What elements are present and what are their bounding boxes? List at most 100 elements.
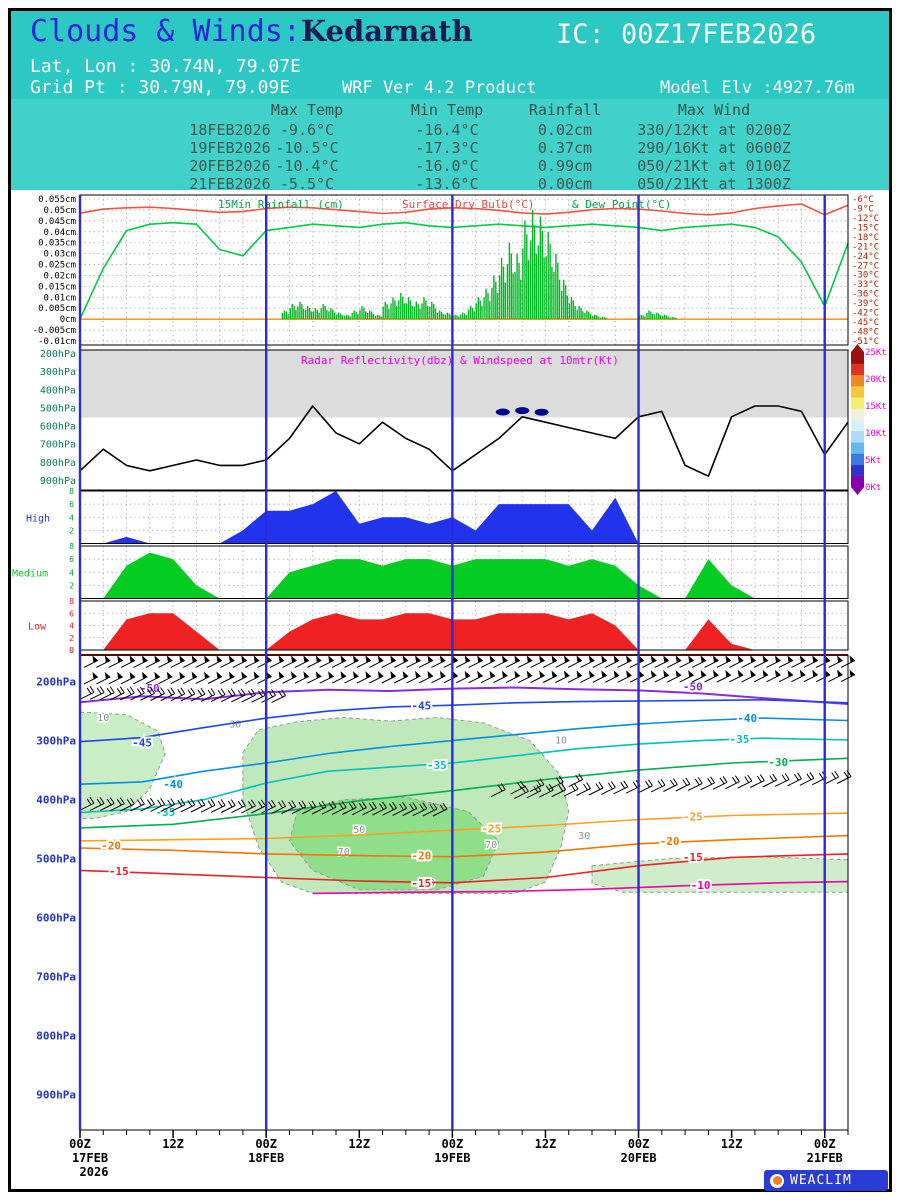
svg-text:-15°C: -15°C — [852, 223, 879, 233]
svg-text:-51°C: -51°C — [852, 337, 879, 347]
svg-text:-12°C: -12°C — [852, 214, 879, 224]
svg-text:-9°C: -9°C — [852, 204, 874, 214]
summary-cell: 0.99cm — [537, 157, 593, 175]
svg-text:-15: -15 — [109, 865, 129, 878]
temp-contour--50 — [79, 686, 849, 705]
svg-text:200hPa: 200hPa — [40, 349, 76, 360]
svg-text:-30: -30 — [768, 756, 788, 769]
windspeed-line — [79, 405, 849, 478]
time-axis: 00Z 12Z 00Z 12Z 00Z 12Z 00Z 12Z 00Z17FEB 18FEB 19F… — [69, 195, 849, 1179]
rain-bars — [281, 209, 677, 320]
svg-text:20FEB: 20FEB — [620, 1151, 656, 1165]
svg-text:0.03cm: 0.03cm — [43, 250, 76, 260]
model-elev-line: Model Elv :4927.76m — [660, 78, 855, 98]
weaclim-logo-icon — [770, 1173, 784, 1188]
svg-text:Surface Dry Bulb(°C): Surface Dry Bulb(°C) — [402, 198, 534, 211]
svg-text:-50: -50 — [683, 680, 703, 693]
svg-text:12Z: 12Z — [721, 1137, 743, 1151]
summary-cell: 050/21Kt at 0100Z — [637, 157, 791, 175]
svg-text:-25: -25 — [683, 811, 703, 824]
svg-text:-24°C: -24°C — [852, 252, 879, 262]
svg-text:70: 70 — [485, 840, 497, 851]
panel-clouds: High 8 6 4 2 Medium 8 6 4 2 Low 8 6 4 2 0 — [12, 487, 849, 655]
weaclim-logo: WEACLIM — [764, 1170, 888, 1191]
svg-text:12Z: 12Z — [162, 1137, 184, 1151]
svg-text:12Z: 12Z — [348, 1137, 370, 1151]
summary-cell: 20FEB2026 — [189, 157, 271, 175]
summary-cell: -16.0°C — [415, 157, 479, 175]
svg-text:900hPa: 900hPa — [36, 1089, 76, 1102]
svg-text:800hPa: 800hPa — [36, 1030, 76, 1043]
svg-text:-15: -15 — [683, 851, 703, 864]
weaclim-logo-text: WEACLIM — [790, 1173, 852, 1188]
svg-text:600hPa: 600hPa — [36, 912, 76, 925]
svg-text:0.055cm: 0.055cm — [38, 195, 76, 205]
summary-col-header: Min Temp — [410, 101, 484, 119]
svg-text:10: 10 — [97, 713, 109, 724]
dew-point-line — [79, 221, 849, 320]
svg-text:0.015cm: 0.015cm — [38, 282, 76, 292]
cloud-area-low — [80, 613, 848, 650]
svg-text:00Z: 00Z — [814, 1137, 836, 1151]
dry-bulb-line — [79, 203, 849, 216]
svg-text:70: 70 — [338, 847, 350, 858]
svg-text:700hPa: 700hPa — [40, 440, 76, 451]
svg-text:Radar Reflectivity(dbz) & Wind: Radar Reflectivity(dbz) & Windspeed at 1… — [301, 354, 619, 367]
svg-text:-40: -40 — [163, 778, 183, 791]
cloud-area-medium — [80, 552, 848, 599]
summary-cell: 0.00cm — [537, 175, 593, 193]
svg-text:600hPa: 600hPa — [40, 422, 76, 433]
panel-rain-temp: 0.055cm0.05cm0.045cm0.04cm0.035cm0.03cm0… — [33, 194, 879, 347]
svg-text:Low: Low — [28, 622, 47, 633]
svg-text:00Z: 00Z — [69, 1137, 91, 1151]
svg-text:30: 30 — [229, 720, 241, 731]
page-title: Clouds & Winds: — [30, 14, 301, 49]
summary-band — [11, 99, 889, 190]
svg-text:21FEB: 21FEB — [807, 1151, 843, 1165]
svg-text:High: High — [26, 513, 50, 524]
temp-contour--10 — [312, 880, 849, 895]
svg-text:8: 8 — [69, 487, 74, 496]
station-name: Kedarnath — [300, 14, 473, 48]
summary-col-header: Max Wind — [677, 101, 751, 119]
svg-text:0.025cm: 0.025cm — [38, 261, 76, 271]
svg-text:6: 6 — [69, 500, 74, 509]
forecast-summary-table: Max Temp Min Temp Rainfall Max Wind 18FEB202… — [0, 0, 900, 200]
svg-text:0.05cm: 0.05cm — [43, 206, 76, 216]
init-condition-time: IC: 00Z17FEB2026 — [556, 19, 817, 50]
summary-cell: -16.4°C — [415, 121, 479, 139]
summary-cell: -10.5°C — [275, 139, 339, 157]
panel-radar-wind: 200hPa 300hPa 400hPa 500hPa 600hPa 700hPa 800h… — [40, 344, 887, 495]
svg-text:300hPa: 300hPa — [40, 367, 76, 378]
svg-text:20Kt: 20Kt — [865, 375, 887, 385]
svg-text:-20: -20 — [411, 850, 431, 863]
summary-cell: 050/21Kt at 1300Z — [637, 175, 791, 193]
summary-cell: -5.5°C — [279, 175, 335, 193]
summary-cell: -13.6°C — [415, 175, 479, 193]
summary-cell: 330/12Kt at 0200Z — [637, 121, 791, 139]
svg-text:00Z: 00Z — [255, 1137, 277, 1151]
svg-text:0.02cm: 0.02cm — [43, 271, 76, 281]
svg-text:90: 90 — [423, 878, 435, 889]
svg-text:0.005cm: 0.005cm — [38, 304, 76, 314]
svg-text:30: 30 — [578, 831, 590, 842]
svg-text:19FEB: 19FEB — [434, 1151, 470, 1165]
svg-text:10: 10 — [555, 736, 567, 747]
svg-text:Medium: Medium — [12, 568, 48, 579]
svg-text:-48°C: -48°C — [852, 328, 879, 338]
svg-text:8: 8 — [69, 597, 74, 606]
svg-text:-10: -10 — [691, 879, 711, 892]
gridpt-line: Grid Pt : 30.79N, 79.09E — [30, 77, 291, 98]
svg-text:2: 2 — [69, 634, 74, 643]
svg-text:4: 4 — [69, 568, 74, 577]
svg-text:2026: 2026 — [80, 1165, 109, 1179]
svg-text:& Dew Point(°C): & Dew Point(°C) — [572, 198, 671, 211]
svg-text:-35: -35 — [729, 733, 749, 746]
svg-text:-35: -35 — [155, 806, 175, 819]
summary-cell: 21FEB2026 — [189, 175, 271, 193]
latlon-line: Lat, Lon : 30.74N, 79.07E — [30, 56, 301, 77]
svg-text:-20: -20 — [660, 835, 680, 848]
svg-text:500hPa: 500hPa — [36, 853, 76, 866]
